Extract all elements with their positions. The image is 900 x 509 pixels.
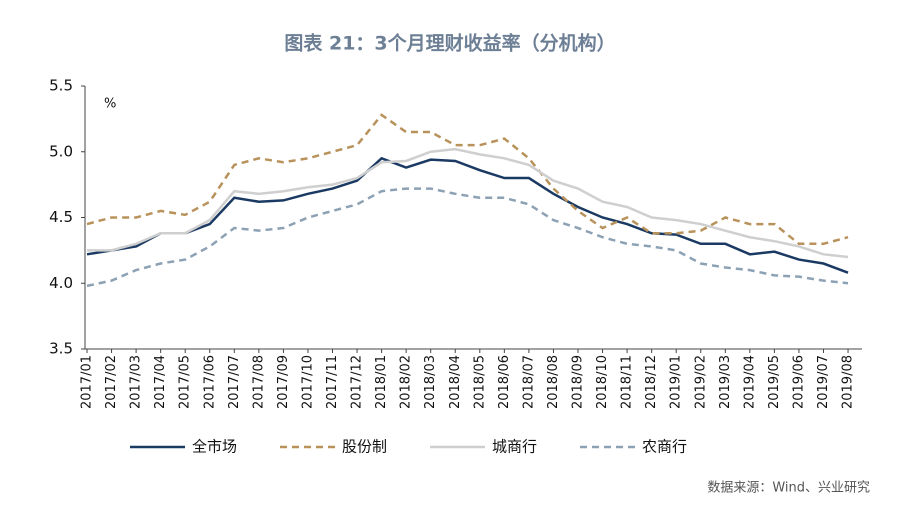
x-tick-label: 2017/07 [227,355,242,409]
x-tick-label: 2018/01 [374,355,389,409]
x-tick-label: 2018/06 [497,355,512,409]
chart-title: 图表 21：3个月理财收益率（分机构） [284,32,615,55]
x-tick-label: 2019/04 [742,355,757,409]
x-tick-label: 2017/02 [104,355,119,409]
x-tick-label: 2018/07 [521,355,536,409]
x-tick-label: 2018/03 [423,355,438,409]
x-tick-label: 2018/09 [571,355,586,409]
x-tick-label: 2017/03 [129,355,144,409]
x-tick-label: 2017/11 [325,355,340,409]
y-tick-label: 4.5 [49,208,73,226]
x-tick-label: 2018/10 [595,355,610,409]
source-note: 数据来源：Wind、兴业研究 [707,481,870,496]
x-tick-label: 2019/05 [767,355,782,409]
x-tick-label: 2019/03 [718,355,733,409]
x-tick-label: 2018/12 [644,355,659,409]
x-tick-label: 2019/01 [669,355,684,409]
series-line [87,147,849,259]
x-tick-label: 2018/11 [620,355,635,409]
x-tick-label: 2019/02 [693,355,708,409]
x-tick-label: 2018/05 [472,355,487,409]
y-tick-label: 4.0 [49,274,73,292]
x-tick-label: 2018/04 [448,355,463,409]
x-tick-label: 2017/10 [300,355,315,409]
legend-label: 全市场 [192,438,237,456]
x-tick-label: 2019/06 [791,355,806,409]
x-tick-label: 2017/01 [80,355,95,409]
x-tick-label: 2019/08 [841,355,856,409]
x-tick-label: 2017/05 [178,355,193,409]
series-line [86,187,849,288]
legend-label: 农商行 [642,438,687,456]
y-tick-label: 5.5 [49,77,73,95]
x-tick-label: 2018/08 [546,355,561,409]
legend-label: 股份制 [342,438,387,456]
x-tick-label: 2018/02 [399,355,414,409]
x-tick-label: 2017/06 [202,355,217,409]
series-line [86,113,849,246]
x-tick-label: 2019/07 [816,355,831,409]
x-tick-label: 2017/12 [350,355,365,409]
y-tick-label: 3.5 [49,340,73,358]
x-tick-label: 2017/09 [276,355,291,409]
x-tick-label: 2017/08 [251,355,266,409]
series-line [86,156,849,274]
y-tick-label: 5.0 [49,142,73,160]
y-axis-label: % [104,97,116,112]
legend-label: 城商行 [492,438,537,456]
x-tick-label: 2017/04 [153,355,168,409]
